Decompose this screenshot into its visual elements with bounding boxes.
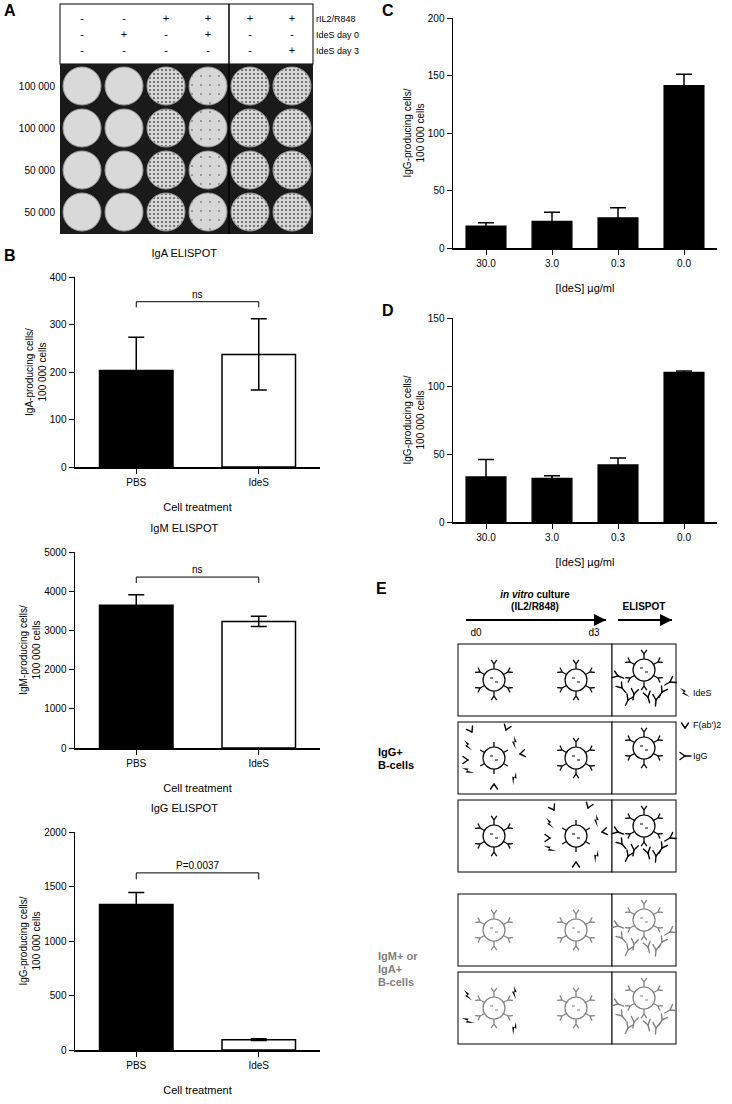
svg-text:IdeS: IdeS [248, 1060, 269, 1071]
svg-text:50: 50 [433, 449, 445, 460]
svg-text:[IdeS] µg/ml: [IdeS] µg/ml [556, 556, 615, 568]
svg-text:300: 300 [50, 319, 67, 330]
svg-text:-: - [80, 12, 84, 24]
svg-text:50: 50 [433, 185, 445, 196]
svg-text:d3: d3 [588, 627, 600, 638]
svg-text:ns: ns [192, 289, 203, 300]
svg-text:0.3: 0.3 [611, 258, 625, 269]
svg-text:rIL2/R848: rIL2/R848 [316, 14, 356, 24]
svg-text:[IdeS] µg/ml: [IdeS] µg/ml [556, 282, 615, 294]
svg-text:-: - [122, 12, 126, 24]
svg-text:0.3: 0.3 [611, 532, 625, 543]
svg-text:ELISPOT: ELISPOT [623, 601, 666, 612]
svg-text:Cell treatment: Cell treatment [163, 1084, 231, 1096]
svg-text:-: - [164, 44, 168, 56]
svg-text:0.0: 0.0 [677, 532, 691, 543]
svg-text:100: 100 [428, 381, 445, 392]
svg-text:IgA ELISPOT: IgA ELISPOT [152, 247, 218, 259]
svg-text:4000: 4000 [44, 586, 67, 597]
svg-text:+: + [163, 12, 169, 24]
svg-text:IgG-producing cells/100 000 ce: IgG-producing cells/100 000 cells [402, 375, 426, 464]
svg-text:IdeS: IdeS [248, 477, 269, 488]
svg-text:1000: 1000 [44, 936, 67, 947]
svg-text:PBS: PBS [126, 1060, 146, 1071]
svg-text:A: A [4, 2, 16, 19]
svg-text:IgM-producing cells/100 000 ce: IgM-producing cells/100 000 cells [18, 605, 42, 695]
html-text:B: B [4, 247, 16, 264]
svg-text:IdeS day 0: IdeS day 0 [316, 30, 359, 40]
svg-text:+: + [205, 12, 211, 24]
svg-text:IgG ELISPOT: IgG ELISPOT [151, 802, 219, 814]
svg-text:in vitro culture: in vitro culture [500, 589, 570, 600]
svg-text:200: 200 [50, 367, 67, 378]
svg-text:IdeS: IdeS [693, 688, 712, 698]
svg-text:d0: d0 [470, 627, 482, 638]
svg-text:IgM+ or: IgM+ or [378, 950, 418, 962]
svg-text:IdeS: IdeS [248, 758, 269, 769]
svg-text:E: E [376, 580, 387, 597]
html-text:C: C [382, 2, 394, 19]
svg-text:2000: 2000 [44, 664, 67, 675]
svg-text:+: + [247, 12, 253, 24]
svg-text:B-cells: B-cells [378, 976, 414, 988]
svg-text:0: 0 [61, 462, 67, 473]
svg-text:150: 150 [428, 313, 445, 324]
svg-text:200: 200 [428, 13, 445, 24]
svg-text:0: 0 [439, 517, 445, 528]
svg-text:-: - [206, 44, 210, 56]
svg-text:100: 100 [50, 414, 67, 425]
svg-text:3.0: 3.0 [545, 258, 559, 269]
svg-text:-: - [290, 28, 294, 40]
svg-text:IgG-producing cells/100 000 ce: IgG-producing cells/100 000 cells [402, 88, 426, 177]
svg-text:0: 0 [61, 1045, 67, 1056]
svg-text:50 000: 50 000 [24, 165, 55, 176]
svg-text:P=0.0037: P=0.0037 [176, 860, 220, 871]
svg-text:IgG: IgG [693, 751, 708, 761]
svg-text:0.0: 0.0 [677, 258, 691, 269]
svg-text:0: 0 [61, 743, 67, 754]
svg-text:Cell treatment: Cell treatment [163, 501, 231, 513]
svg-text:1500: 1500 [44, 881, 67, 892]
svg-text:3000: 3000 [44, 625, 67, 636]
svg-text:+: + [121, 28, 127, 40]
svg-text:+: + [205, 28, 211, 40]
svg-text:1000: 1000 [44, 703, 67, 714]
svg-text:0: 0 [439, 243, 445, 254]
svg-text:30.0: 30.0 [476, 532, 496, 543]
svg-text:ns: ns [192, 564, 203, 575]
svg-text:+: + [289, 12, 295, 24]
svg-text:100 000: 100 000 [19, 123, 56, 134]
svg-text:PBS: PBS [126, 477, 146, 488]
svg-text:400: 400 [50, 272, 67, 283]
svg-text:5000: 5000 [44, 547, 67, 558]
svg-text:(IL2/R848): (IL2/R848) [511, 601, 559, 612]
svg-text:2000: 2000 [44, 827, 67, 838]
svg-text:B-cells: B-cells [378, 759, 414, 771]
svg-text:-: - [248, 28, 252, 40]
svg-text:-: - [80, 28, 84, 40]
svg-text:-: - [122, 44, 126, 56]
svg-text:100: 100 [428, 128, 445, 139]
svg-text:500: 500 [50, 990, 67, 1001]
svg-text:50 000: 50 000 [24, 207, 55, 218]
svg-text:IgG-producing cells/100 000 ce: IgG-producing cells/100 000 cells [18, 896, 42, 985]
svg-text:IgA+: IgA+ [378, 963, 402, 975]
svg-text:100 000: 100 000 [19, 81, 56, 92]
svg-text:3.0: 3.0 [545, 532, 559, 543]
svg-text:Cell treatment: Cell treatment [163, 782, 231, 794]
svg-text:30.0: 30.0 [476, 258, 496, 269]
svg-text:IgA-producing cells/100 000 ce: IgA-producing cells/100 000 cells [24, 328, 48, 416]
svg-text:+: + [289, 44, 295, 56]
svg-text:F(ab')2: F(ab')2 [693, 720, 721, 730]
svg-text:PBS: PBS [126, 758, 146, 769]
svg-text:-: - [80, 44, 84, 56]
svg-text:IgG+: IgG+ [378, 746, 403, 758]
svg-text:150: 150 [428, 70, 445, 81]
svg-text:IgM ELISPOT: IgM ELISPOT [150, 522, 218, 534]
svg-text:-: - [164, 28, 168, 40]
svg-text:-: - [248, 44, 252, 56]
html-text:D: D [382, 302, 394, 319]
svg-text:IdeS day 3: IdeS day 3 [316, 46, 359, 56]
